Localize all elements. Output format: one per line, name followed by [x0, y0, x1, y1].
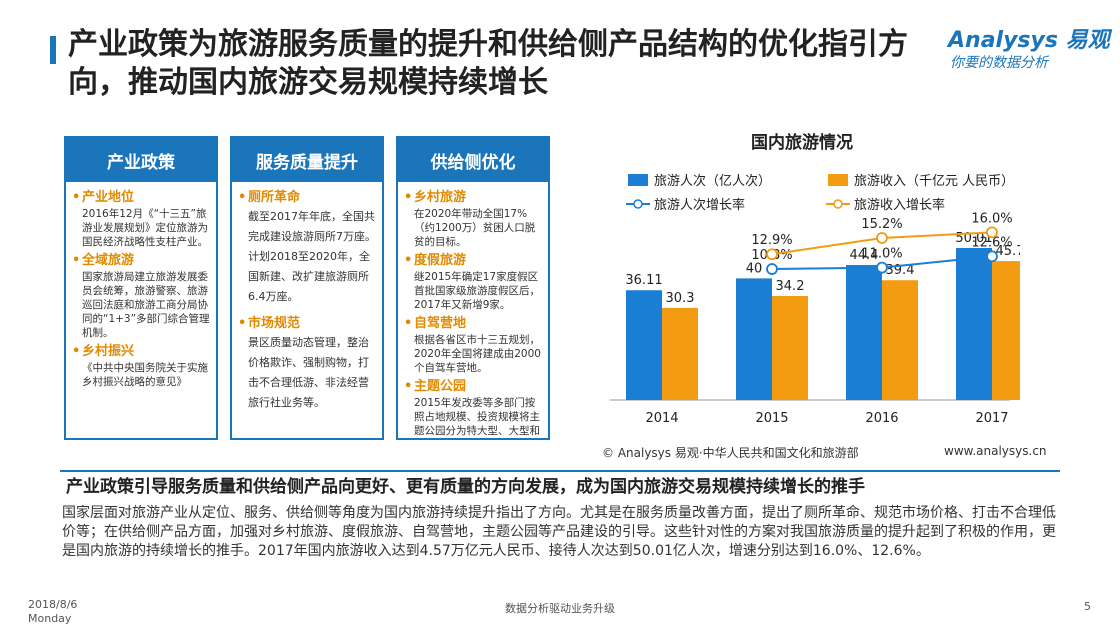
- logo-wordmark: Analysys: [948, 28, 1058, 53]
- footer-date-value: 2018/8/6: [28, 598, 78, 611]
- line-label: 11.0%: [861, 247, 902, 262]
- summary-text: 国家层面对旅游产业从定位、服务、供给侧等角度为国内旅游持续提升指出了方向。尤其是…: [62, 505, 1056, 559]
- bar-label: 30.3: [666, 291, 695, 306]
- line-label: 12.9%: [751, 233, 792, 248]
- footer-date: 2018/8/6 Monday: [28, 598, 77, 626]
- bar: [846, 265, 882, 400]
- logo-main: Analysys 易观: [948, 22, 1110, 54]
- line-point: [876, 232, 888, 244]
- item-text: 根据各省区市十三五规划，2020年全国将建成由2000个自驾车营地。: [414, 334, 541, 374]
- page-number: 5: [1084, 600, 1091, 613]
- legend-swatch: [828, 174, 848, 186]
- item-text: 景区质量动态管理，整治价格欺诈、强制购物，打击不合理低游、非法经营旅行社业务等。: [248, 336, 369, 409]
- logo-slogan: 你要的数据分析: [950, 55, 1048, 71]
- x-tick-label: 2014: [645, 411, 678, 426]
- supply-column: 供给侧优化 • 乡村旅游 在2020年带动全国17%（约1200万）贫困人口脱贫的…: [396, 136, 550, 440]
- bar-label: 34.2: [776, 279, 805, 294]
- item-text: 国家旅游局建立旅游发展委员会统筹，旅游警察、旅游巡回法庭和旅游工商分局协同的“1…: [82, 271, 210, 339]
- legend-label: 旅游收入（千亿元 人民币）: [854, 174, 1014, 189]
- bar-label: 44.4: [850, 248, 879, 263]
- legend-swatch: [628, 174, 648, 186]
- item-text: 继2015年确定17家度假区首批国家级旅游度假区后，2017年又新增9家。: [414, 271, 540, 311]
- item-text: 截至2017年年底，全国共完成建设旅游厕所7万座。计划2018至2020年，全国…: [248, 210, 376, 303]
- x-tick-label: 2016: [865, 411, 898, 426]
- item-title: • 主题公园: [404, 379, 467, 394]
- column-header: 产业政策: [66, 138, 216, 182]
- item-title: • 乡村振兴: [72, 344, 135, 359]
- title-accent-bar: [50, 36, 56, 64]
- tourism-chart: 旅游人次（亿人次） 旅游收入（千亿元 人民币） 旅游人次增长率 旅游收入增长率 36.1…: [610, 173, 1020, 426]
- chart-site: www.analysys.cn: [944, 444, 1047, 458]
- item-title: • 度假旅游: [404, 253, 467, 268]
- policy-column: 产业政策 • 产业地位 2016年12月《“十三五”旅游业发展规划》定位旅游为国民…: [64, 136, 218, 440]
- bar: [992, 261, 1020, 400]
- bar: [772, 296, 808, 400]
- line-point: [766, 263, 778, 275]
- line-point: [876, 261, 888, 274]
- page-title-line2: 向，推动国内旅游交易规模持续增长: [68, 65, 548, 100]
- line-label: 16.0%: [971, 211, 1012, 226]
- page-title-line1: 产业政策为旅游服务质量的提升和供给侧产品结构的优化指引方: [68, 27, 908, 62]
- item-title: • 产业地位: [72, 190, 135, 205]
- item-title: • 自驾营地: [404, 316, 467, 331]
- section-divider: [60, 470, 1060, 472]
- analysys-logo: Analysys 易观 你要的数据分析: [948, 22, 1110, 78]
- column-header: 服务质量提升: [232, 138, 382, 182]
- item-text: 在2020年带动全国17%（约1200万）贫困人口脱贫的目标。: [414, 208, 536, 248]
- legend-label: 旅游人次（亿人次）: [654, 173, 771, 189]
- footer-slogan: 数据分析驱动业务升级: [505, 602, 615, 615]
- bar-label: 40: [746, 261, 763, 276]
- item-title: • 市场规范: [238, 316, 301, 331]
- item-title: • 乡村旅游: [404, 190, 467, 205]
- bar: [956, 247, 992, 400]
- page-title: 产业政策为旅游服务质量的提升和供给侧产品结构的优化指引方 向，推动国内旅游交易规…: [68, 26, 958, 102]
- chart-source: © Analysys 易观·中华人民共和国文化和旅游部: [602, 446, 859, 460]
- item-text: 2016年12月《“十三五”旅游业发展规划》定位旅游为国民经济战略性支柱产业。: [82, 208, 208, 248]
- bar: [736, 278, 772, 400]
- legend-marker: [833, 199, 843, 209]
- item-text: 《中共中央国务院关于实施乡村振兴战略的意见》: [82, 362, 208, 388]
- legend-label: 旅游收入增长率: [854, 197, 945, 213]
- bar: [626, 290, 662, 400]
- chart-title: 国内旅游情况: [751, 133, 853, 153]
- bar: [882, 280, 918, 400]
- line-label: 12.6%: [971, 235, 1012, 250]
- x-tick-label: 2017: [975, 411, 1008, 426]
- bar-label: 36.11: [625, 273, 662, 288]
- bar-label: 45.7: [996, 244, 1020, 259]
- column-header: 供给侧优化: [398, 138, 548, 182]
- footer-weekday: Monday: [28, 612, 72, 625]
- legend-marker: [633, 199, 643, 209]
- summary-title: 产业政策引导服务质量和供给侧产品向更好、更有质量的方向发展，成为国内旅游交易规模…: [66, 477, 865, 497]
- logo-cn: 易观: [1065, 28, 1110, 53]
- item-title: • 厕所革命: [238, 190, 301, 205]
- item-title: • 全域旅游: [72, 253, 135, 268]
- item-text: 2015年发改委等多部门按照占地规模、投资规模将主题公园分为特大型、大型和中小型…: [414, 397, 540, 437]
- service-column: 服务质量提升 • 厕所革命 截至2017年年底，全国共完成建设旅游厕所7万座。计划…: [230, 136, 384, 440]
- line-label: 15.2%: [861, 217, 902, 232]
- legend-label: 旅游人次增长率: [654, 197, 745, 213]
- line-point: [986, 250, 998, 263]
- bar: [662, 307, 698, 400]
- x-tick-label: 2015: [755, 411, 788, 426]
- line-point: [766, 248, 778, 261]
- line-point: [986, 226, 998, 239]
